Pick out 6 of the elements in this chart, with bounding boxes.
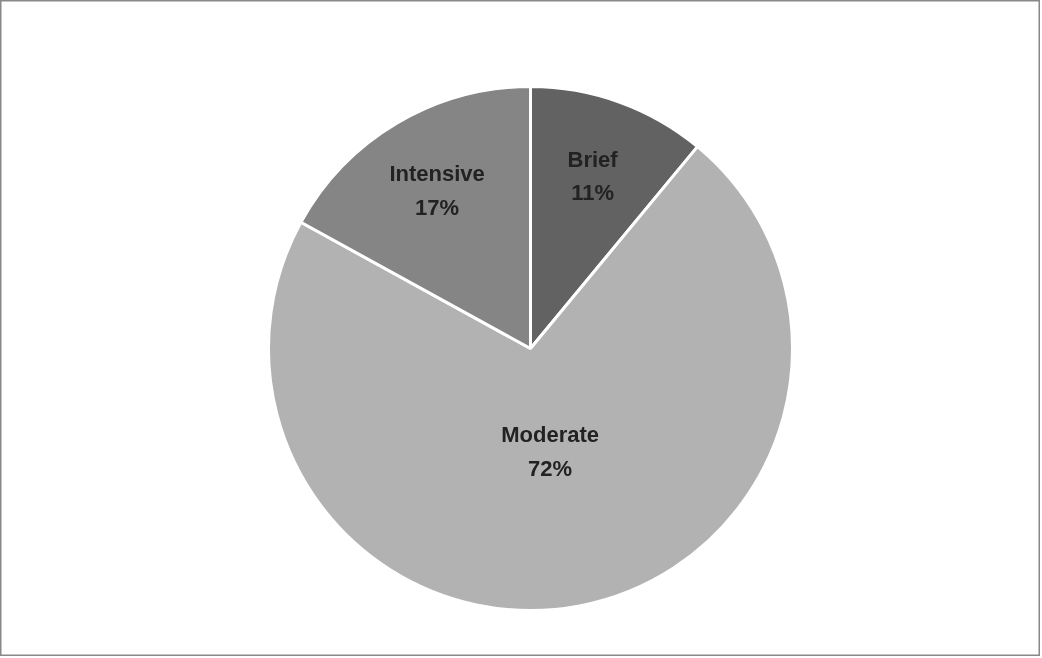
data-label: 17% (415, 195, 460, 221)
slice-label: Intensive (389, 161, 485, 187)
slice-label: Moderate (501, 422, 600, 448)
data-label: 72% (528, 455, 573, 481)
data-label: 11% (571, 180, 615, 206)
slice-label: Brief (567, 146, 619, 172)
